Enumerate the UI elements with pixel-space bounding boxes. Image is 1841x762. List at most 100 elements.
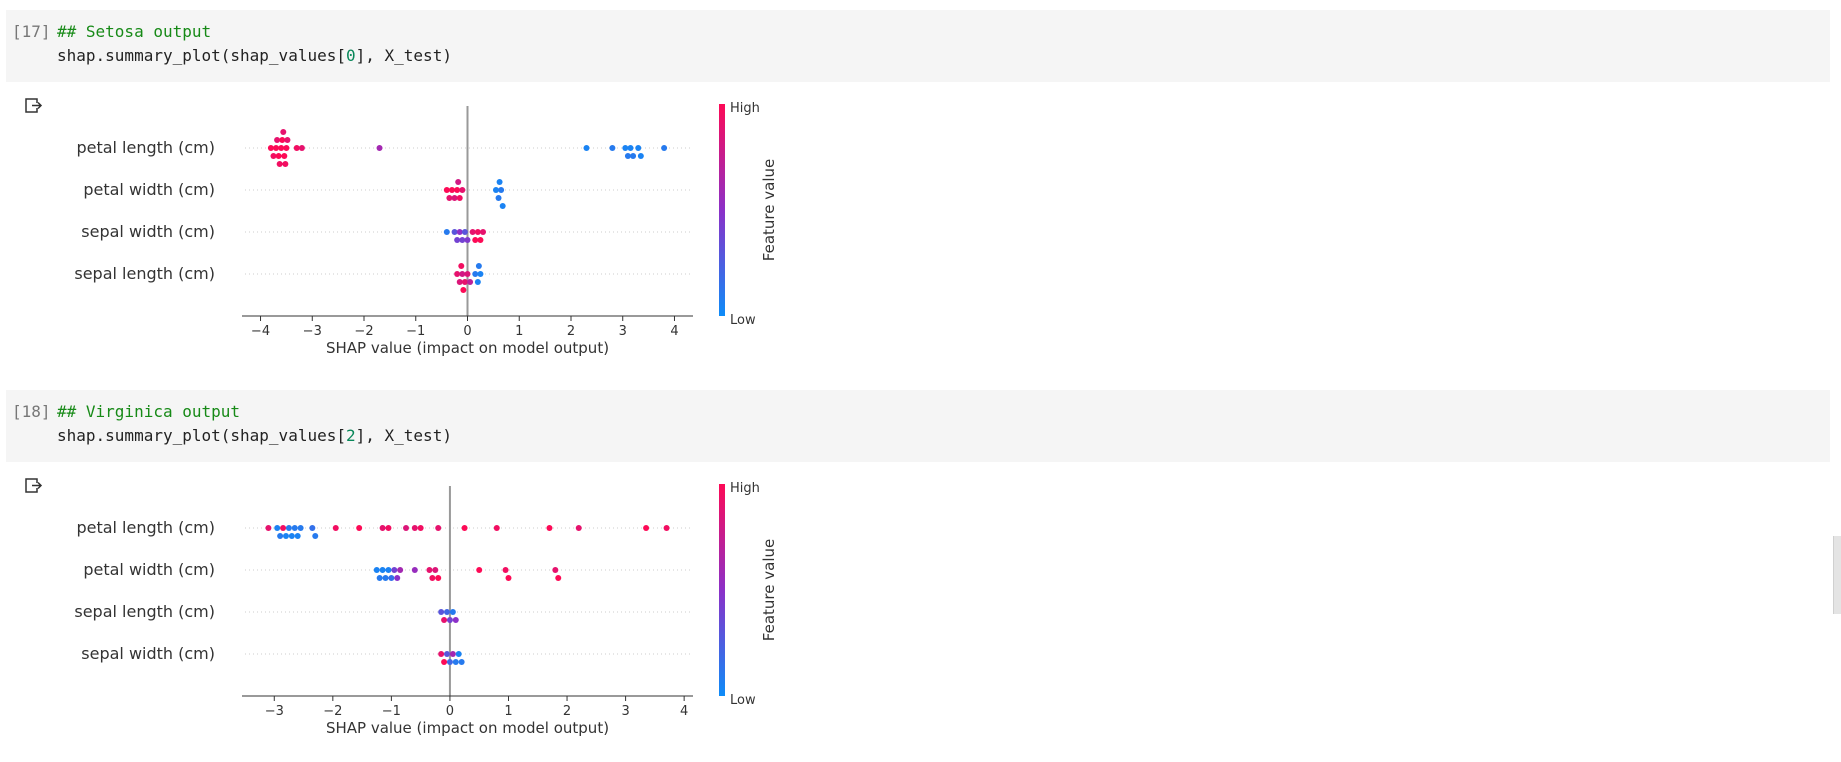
shap-point (397, 567, 404, 573)
x-axis-label: SHAP value (impact on model output) (326, 339, 609, 357)
shap-point (280, 129, 287, 135)
code-number: 2 (345, 426, 356, 445)
code-editor[interactable]: ## Setosa output shap.summary_plot(shap_… (57, 20, 452, 68)
shap-point (394, 575, 401, 581)
shap-point (454, 271, 461, 277)
shap-point (458, 263, 465, 269)
shap-point (282, 533, 289, 539)
shap-point (583, 145, 590, 151)
shap-point (455, 179, 462, 185)
shap-point (635, 145, 642, 151)
shap-point (275, 153, 282, 159)
shap-point (411, 567, 418, 573)
feature-label: sepal length (cm) (74, 264, 215, 283)
shap-point (449, 651, 456, 657)
shap-point (435, 575, 442, 581)
code-comment: ## Virginica output (57, 402, 241, 421)
x-tick-label: −1 (406, 324, 425, 339)
shap-point (459, 237, 466, 243)
shap-point (443, 187, 450, 193)
shap-point (475, 263, 482, 269)
x-tick-label: 1 (504, 704, 512, 719)
shap-point (411, 525, 418, 531)
feature-label: petal length (cm) (76, 518, 215, 537)
x-tick-label: 0 (446, 704, 454, 719)
shap-point (282, 161, 289, 167)
shap-point (464, 271, 471, 277)
shap-point (496, 179, 503, 185)
shap-point (452, 659, 459, 665)
shap-point (663, 525, 670, 531)
shap-point (438, 609, 445, 615)
shap-point (403, 525, 410, 531)
shap-point (637, 153, 644, 159)
shap-point (309, 525, 316, 531)
shap-point (464, 237, 471, 243)
shap-point (385, 525, 392, 531)
shap-point (285, 525, 292, 531)
shap-point (643, 525, 650, 531)
shap-point (480, 229, 487, 235)
shap-point (492, 187, 499, 193)
shap-point (498, 187, 505, 193)
shap-point (452, 617, 459, 623)
shap-point (454, 237, 461, 243)
shap-point (426, 567, 433, 573)
code-text: ], X_test) (355, 426, 452, 445)
feature-label: petal width (cm) (83, 180, 215, 199)
code-text: shap.summary_plot(shap_values[ (57, 426, 346, 445)
shap-summary-plot: petal length (cm) petal width (cm) sepal w… (74, 101, 778, 357)
code-cell[interactable] (6, 10, 1830, 82)
shap-point (459, 271, 466, 277)
execution-count: [17] (12, 22, 51, 41)
code-cell[interactable] (6, 390, 1830, 462)
shap-point (456, 195, 463, 201)
shap-point (458, 659, 465, 665)
shap-point (267, 145, 274, 151)
x-tick-label: −3 (265, 704, 284, 719)
x-tick-label: −4 (251, 324, 270, 339)
shap-point (474, 279, 481, 285)
shap-point (460, 287, 467, 293)
shap-point (284, 137, 291, 143)
shap-point (276, 161, 283, 167)
x-tick-label: −1 (382, 704, 401, 719)
code-editor[interactable]: ## Virginica output shap.summary_plot(sh… (57, 400, 452, 448)
shap-point (376, 145, 383, 151)
shap-point (449, 609, 456, 615)
shap-point (443, 229, 450, 235)
feature-label: petal width (cm) (83, 560, 215, 579)
shap-point (435, 525, 442, 531)
shap-point (278, 145, 285, 151)
shap-point (281, 153, 288, 159)
shap-point (499, 203, 506, 209)
shap-point (277, 533, 284, 539)
shap-point (273, 145, 280, 151)
shap-point (474, 229, 481, 235)
shap-point (379, 525, 386, 531)
shap-point (467, 279, 474, 285)
shap-point (274, 137, 281, 143)
shap-point (472, 271, 479, 277)
scrollbar-thumb[interactable] (1833, 536, 1841, 614)
shap-point (505, 575, 512, 581)
shap-point (552, 567, 559, 573)
execution-count: [18] (12, 402, 51, 421)
code-text: ], X_test) (355, 46, 452, 65)
x-tick-label: 4 (680, 704, 688, 719)
shap-point (280, 525, 287, 531)
shap-point (461, 279, 468, 285)
colorbar-high-label: High (730, 481, 760, 496)
shap-point (441, 617, 448, 623)
shap-point (382, 575, 389, 581)
shap-point (438, 651, 445, 657)
shap-point (265, 525, 272, 531)
shap-point (456, 279, 463, 285)
shap-point (291, 525, 298, 531)
feature-label: petal length (cm) (76, 138, 215, 157)
shap-point (502, 567, 509, 573)
shap-point (609, 145, 616, 151)
x-tick-label: −2 (354, 324, 373, 339)
colorbar-low-label: Low (730, 313, 756, 328)
shap-point (555, 575, 562, 581)
